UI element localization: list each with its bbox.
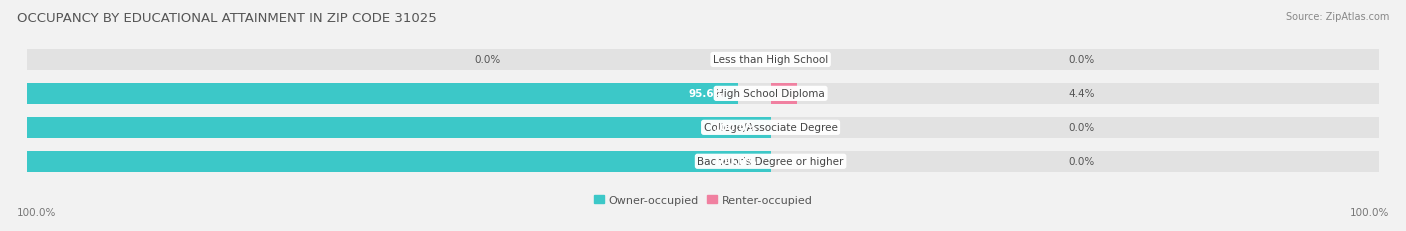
Text: 0.0%: 0.0%: [474, 55, 501, 65]
Text: 100.0%: 100.0%: [1350, 207, 1389, 217]
Text: 100.0%: 100.0%: [714, 123, 756, 133]
Bar: [27, 117, 770, 138]
Bar: [27, 83, 738, 104]
Text: Bachelor's Degree or higher: Bachelor's Degree or higher: [697, 157, 844, 167]
Bar: [770, 83, 797, 104]
Legend: Owner-occupied, Renter-occupied: Owner-occupied, Renter-occupied: [593, 195, 813, 205]
Bar: [27, 151, 1379, 172]
Text: 0.0%: 0.0%: [1069, 55, 1094, 65]
Bar: [27, 117, 1379, 138]
Text: Less than High School: Less than High School: [713, 55, 828, 65]
Text: Source: ZipAtlas.com: Source: ZipAtlas.com: [1285, 12, 1389, 21]
Text: OCCUPANCY BY EDUCATIONAL ATTAINMENT IN ZIP CODE 31025: OCCUPANCY BY EDUCATIONAL ATTAINMENT IN Z…: [17, 12, 437, 24]
Text: College/Associate Degree: College/Associate Degree: [703, 123, 838, 133]
Text: 0.0%: 0.0%: [1069, 123, 1094, 133]
Text: 4.4%: 4.4%: [1069, 89, 1094, 99]
Bar: [27, 151, 770, 172]
Text: 100.0%: 100.0%: [17, 207, 56, 217]
Text: 95.6%: 95.6%: [688, 89, 724, 99]
Text: 100.0%: 100.0%: [714, 157, 756, 167]
Text: High School Diploma: High School Diploma: [716, 89, 825, 99]
Text: 0.0%: 0.0%: [1069, 157, 1094, 167]
Bar: [27, 83, 1379, 104]
Bar: [27, 50, 1379, 71]
